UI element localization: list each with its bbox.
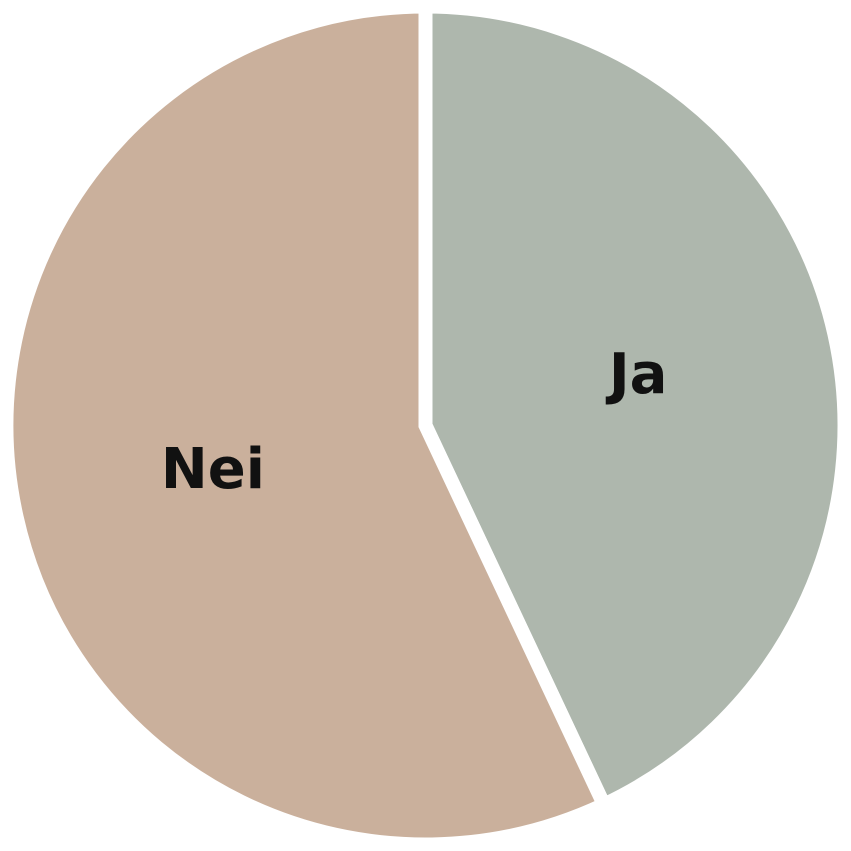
pie-label-ja: Ja (605, 342, 668, 407)
pie-labels: Ja Nei (161, 342, 668, 502)
pie-label-nei: Nei (161, 437, 265, 502)
pie-slice-ja (418, 0, 851, 814)
pie-slice-nei (0, 0, 614, 851)
